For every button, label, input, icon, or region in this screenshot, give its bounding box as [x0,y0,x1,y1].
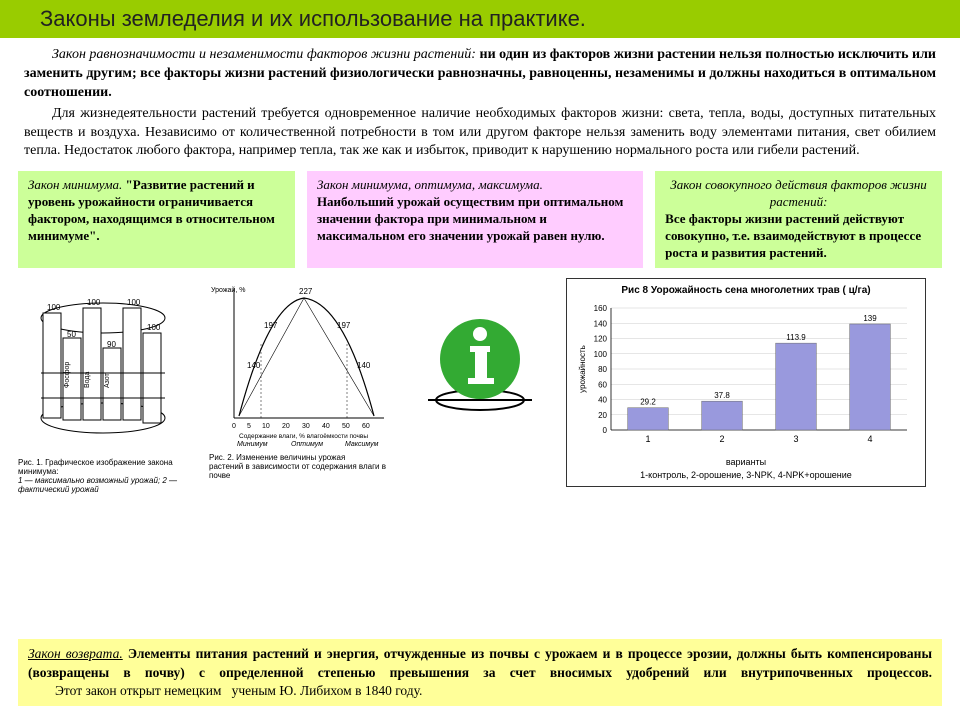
svg-text:3: 3 [793,434,798,444]
svg-text:Содержание влаги, % влагоёмкос: Содержание влаги, % влагоёмкости почвы [239,433,368,440]
svg-text:60: 60 [362,423,370,430]
curve-caption: Рис. 2. Изменение величины урожаярастени… [209,453,394,480]
svg-text:60: 60 [598,380,607,389]
svg-text:5: 5 [247,423,251,430]
footer-tail: Этот закон открыт немецким ученым Ю. Либ… [28,683,422,698]
intro-law-name: Закон равнозначимости и незаменимости фа… [52,47,476,62]
curve-figure: 227 197 197 140 140 Урожай, % 0 5 10 20 30… [209,278,394,480]
box2-title: Закон минимума, оптимума, максимума. [317,177,633,194]
svg-text:Азот: Азот [104,372,111,388]
svg-text:20: 20 [282,423,290,430]
footer-law-name: Закон возврата. [28,646,123,661]
svg-text:Оптимум: Оптимум [291,441,323,448]
chart-xlabel: варианты [573,457,919,467]
barrel-figure: 100 100 100 100 50 90 Вода Фосфор Азот Р… [18,278,193,494]
svg-text:Вода: Вода [84,371,91,387]
svg-text:100: 100 [127,298,141,307]
svg-text:113.9: 113.9 [786,333,806,342]
svg-text:Фосфор: Фосфор [64,361,71,387]
svg-text:40: 40 [598,395,607,404]
bar-chart: Рис 8 Уорожайность сена многолетних трав… [566,278,926,487]
svg-text:Максимум: Максимум [345,441,379,448]
barrel-caption: Рис. 1. Графическое изображение закона м… [18,458,193,494]
svg-text:140: 140 [594,319,608,328]
svg-text:80: 80 [598,365,607,374]
svg-text:урожайность: урожайность [578,345,587,393]
figures-row: 100 100 100 100 50 90 Вода Фосфор Азот Р… [0,272,960,500]
box-minimum: Закон минимума. "Развитие растений и уро… [18,171,295,267]
svg-text:139: 139 [863,314,877,323]
svg-text:100: 100 [87,298,101,307]
footer-law-body: Элементы питания растений и энергия, отч… [28,646,932,679]
svg-text:100: 100 [594,350,608,359]
svg-text:2: 2 [719,434,724,444]
intro-p2: Для жизнедеятельности растений требуется… [24,105,936,162]
box2-body: Наибольший урожай осуществим при оптимал… [317,194,633,245]
footer-law: Закон возврата. Элементы питания растени… [18,639,942,706]
page-title: Законы земледелия и их использование на … [0,0,960,38]
svg-text:90: 90 [107,340,116,349]
svg-text:140: 140 [357,361,371,370]
svg-text:140: 140 [247,361,261,370]
svg-text:100: 100 [147,323,161,332]
svg-text:197: 197 [264,321,278,330]
svg-text:197: 197 [337,321,351,330]
svg-text:160: 160 [594,304,608,313]
box3-body: Все факторы жизни растений действуют сов… [665,211,932,262]
info-icon [410,278,550,424]
svg-text:0: 0 [232,423,236,430]
svg-text:20: 20 [598,411,607,420]
svg-text:30: 30 [302,423,310,430]
svg-text:227: 227 [299,287,313,296]
svg-text:0: 0 [603,426,608,435]
chart-legend: 1-контроль, 2-орошение, 3-NPK, 4-NPK+оро… [573,470,919,480]
svg-text:37.8: 37.8 [714,391,730,400]
svg-text:29.2: 29.2 [640,398,656,407]
svg-text:Минимум: Минимум [237,441,268,448]
box3-title: Закон совокупного действия факторов жизн… [665,177,932,211]
box1-title: Закон минимума. [28,177,122,192]
box-min-opt-max: Закон минимума, оптимума, максимума. Наи… [307,171,643,267]
svg-text:4: 4 [867,434,872,444]
svg-text:50: 50 [342,423,350,430]
box-combined: Закон совокупного действия факторов жизн… [655,171,942,267]
svg-text:40: 40 [322,423,330,430]
svg-text:50: 50 [67,330,76,339]
law-boxes-row: Закон минимума. "Развитие растений и уро… [0,167,960,271]
svg-text:120: 120 [594,334,608,343]
svg-text:10: 10 [262,423,270,430]
intro-text: Закон равнозначимости и незаменимости фа… [0,38,960,167]
svg-text:100: 100 [47,303,61,312]
svg-text:1: 1 [645,434,650,444]
chart-title: Рис 8 Уорожайность сена многолетних трав… [573,285,919,296]
svg-text:Урожай, %: Урожай, % [211,286,245,294]
